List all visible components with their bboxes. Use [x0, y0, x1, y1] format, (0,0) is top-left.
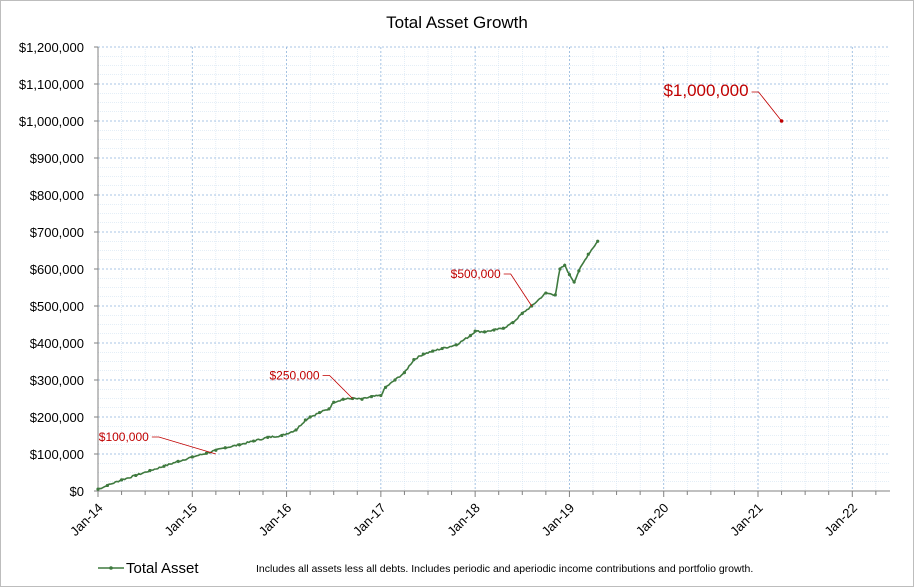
y-tick-label: $500,000 — [30, 299, 84, 314]
data-point — [341, 397, 345, 401]
y-axis-ticks: $0 $100,000 $200,000 $300,000 $400,000 $500,0… — [19, 40, 98, 499]
data-point — [412, 358, 416, 362]
data-point — [96, 487, 100, 491]
data-point — [360, 397, 364, 401]
y-tick-label: $800,000 — [30, 188, 84, 203]
data-point — [134, 473, 138, 478]
data-point — [482, 330, 487, 334]
x-tick-label: Jan-22 — [821, 500, 860, 539]
legend-entry-total-asset: Total Asset — [126, 560, 199, 577]
series-total-asset — [96, 239, 600, 491]
x-tick-label: Jan-15 — [161, 500, 200, 539]
data-point — [162, 464, 166, 468]
data-point — [586, 252, 590, 256]
data-point — [511, 321, 515, 325]
data-point — [214, 448, 218, 452]
data-point — [567, 272, 572, 277]
data-point — [223, 446, 227, 450]
legend: Total Asset — [98, 560, 199, 577]
data-point — [468, 334, 473, 338]
data-point — [454, 343, 458, 347]
data-point — [105, 483, 110, 488]
data-point — [520, 311, 524, 315]
y-tick-label: $0 — [70, 484, 84, 499]
y-tick-label: $1,200,000 — [19, 40, 84, 55]
data-point — [266, 435, 270, 439]
y-tick-label: $700,000 — [30, 225, 84, 240]
data-point — [431, 349, 435, 353]
x-tick-label: Jan-14 — [67, 500, 106, 539]
data-point — [251, 439, 256, 443]
data-point — [190, 455, 194, 459]
grid-lines — [98, 46, 890, 491]
data-point — [501, 326, 506, 330]
data-point — [473, 329, 477, 333]
y-tick-label: $900,000 — [30, 151, 84, 166]
data-point — [119, 478, 124, 482]
data-point — [148, 469, 152, 473]
annotations: $100,000 $250,000 $500,000 $1,000,000 — [99, 81, 784, 455]
annotation-leader — [151, 436, 216, 455]
data-point — [332, 400, 336, 404]
data-point — [558, 267, 562, 271]
annotation-leader — [322, 375, 353, 399]
x-tick-label: Jan-17 — [350, 500, 389, 539]
data-point — [317, 410, 322, 415]
data-point — [421, 352, 425, 356]
data-point — [303, 418, 308, 422]
data-point — [440, 346, 444, 351]
data-point — [596, 239, 600, 243]
data-point — [492, 328, 496, 332]
data-point — [383, 385, 388, 389]
x-tick-label: Jan-16 — [256, 500, 295, 539]
data-point — [204, 451, 209, 455]
chart-footnote: Includes all assets less all debts. Incl… — [256, 563, 753, 575]
data-point — [379, 393, 383, 398]
data-point — [294, 428, 298, 432]
y-tick-label: $300,000 — [30, 373, 84, 388]
data-point — [577, 269, 581, 273]
y-tick-label: $100,000 — [30, 447, 84, 462]
legend-point-marker — [109, 566, 113, 570]
annotation-label: $500,000 — [451, 267, 501, 281]
series-line — [97, 240, 599, 490]
data-point — [237, 443, 242, 447]
data-point — [544, 291, 548, 295]
data-point — [553, 293, 557, 297]
x-tick-label: Jan-20 — [633, 500, 672, 539]
data-point — [176, 459, 180, 463]
y-tick-label: $600,000 — [30, 262, 84, 277]
x-tick-label: Jan-21 — [727, 500, 766, 539]
y-tick-label: $1,000,000 — [19, 114, 84, 129]
data-point — [393, 378, 397, 382]
data-point — [369, 395, 374, 399]
data-point — [280, 433, 284, 438]
y-tick-label: $1,100,000 — [19, 77, 84, 92]
annotation-label: $1,000,000 — [663, 81, 748, 100]
y-tick-label: $400,000 — [30, 336, 84, 351]
data-point — [327, 407, 331, 411]
data-point — [308, 415, 312, 419]
data-point — [402, 371, 407, 375]
annotation-leader — [503, 273, 533, 307]
data-point — [572, 280, 576, 284]
x-tick-label: Jan-18 — [444, 500, 483, 539]
chart-title: Total Asset Growth — [386, 13, 528, 32]
y-tick-label: $200,000 — [30, 410, 84, 425]
annotation-label: $100,000 — [99, 430, 149, 444]
annotation-leader — [751, 91, 782, 122]
x-tick-label: Jan-19 — [538, 500, 577, 539]
annotation-label: $250,000 — [270, 369, 320, 383]
x-axis-ticks: Jan-14 Jan-15 Jan-16 Jan-17 Jan-18 Jan-19 Jan-… — [67, 491, 877, 539]
data-point — [563, 263, 567, 267]
